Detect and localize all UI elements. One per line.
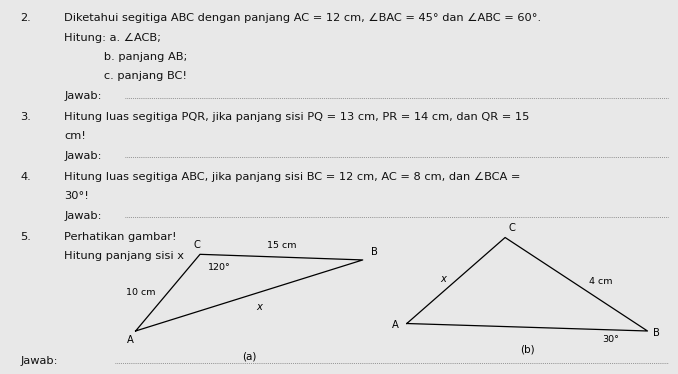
Text: cm!: cm!	[64, 131, 86, 141]
Text: x: x	[440, 274, 446, 283]
Text: 10 cm: 10 cm	[126, 288, 155, 297]
Text: B: B	[653, 328, 660, 338]
Text: x: x	[256, 302, 262, 312]
Text: 4.: 4.	[20, 172, 31, 182]
Text: Hitung: a. ∠ACB;: Hitung: a. ∠ACB;	[64, 33, 161, 43]
Text: A: A	[392, 321, 399, 330]
Text: C: C	[508, 223, 515, 233]
Text: 30°!: 30°!	[64, 191, 89, 201]
Text: 2.: 2.	[20, 13, 31, 23]
Text: Jawab:: Jawab:	[64, 211, 106, 221]
Text: Hitung panjang sisi x: Hitung panjang sisi x	[64, 251, 184, 261]
Text: Diketahui segitiga ABC dengan panjang AC = 12 cm, ∠BAC = 45° dan ∠ABC = 60°.: Diketahui segitiga ABC dengan panjang AC…	[64, 13, 542, 23]
Text: 120°: 120°	[208, 263, 231, 272]
Text: B: B	[371, 247, 378, 257]
Text: c. panjang BC!: c. panjang BC!	[64, 71, 187, 82]
Text: b. panjang AB;: b. panjang AB;	[64, 52, 188, 62]
Text: 15 cm: 15 cm	[266, 241, 296, 251]
Text: Hitung luas segitiga ABC, jika panjang sisi BC = 12 cm, AC = 8 cm, dan ∠BCA =: Hitung luas segitiga ABC, jika panjang s…	[64, 172, 521, 182]
Text: 4 cm: 4 cm	[589, 277, 612, 286]
Text: Jawab:: Jawab:	[64, 151, 106, 161]
Text: 5.: 5.	[20, 232, 31, 242]
Text: (b): (b)	[520, 344, 534, 354]
Text: Jawab:: Jawab:	[64, 91, 106, 101]
Text: Perhatikan gambar!: Perhatikan gambar!	[64, 232, 177, 242]
Text: Hitung luas segitiga PQR, jika panjang sisi PQ = 13 cm, PR = 14 cm, dan QR = 15: Hitung luas segitiga PQR, jika panjang s…	[64, 112, 530, 122]
Text: C: C	[193, 240, 200, 250]
Text: Jawab:: Jawab:	[20, 356, 62, 366]
Text: 30°: 30°	[602, 335, 618, 344]
Text: A: A	[127, 335, 134, 346]
Text: (a): (a)	[242, 352, 256, 362]
Text: 3.: 3.	[20, 112, 31, 122]
